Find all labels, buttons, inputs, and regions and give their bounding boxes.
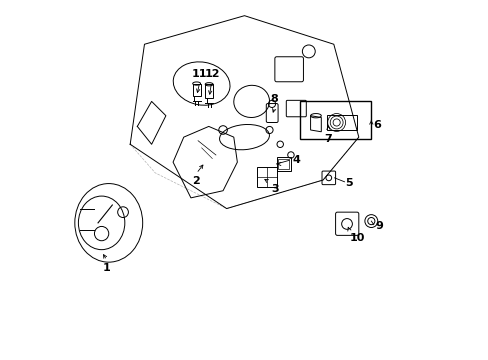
- Text: 6: 6: [372, 120, 380, 130]
- Text: 4: 4: [292, 156, 300, 165]
- Bar: [192, 84, 200, 96]
- Text: 12: 12: [204, 69, 220, 79]
- Bar: [326, 115, 356, 130]
- Text: 2: 2: [192, 176, 200, 186]
- Text: 5: 5: [345, 178, 352, 188]
- Text: 9: 9: [374, 221, 382, 231]
- Bar: [276, 157, 290, 171]
- Bar: [278, 158, 288, 169]
- Bar: [257, 167, 276, 187]
- Text: 7: 7: [324, 134, 332, 144]
- Text: 10: 10: [349, 233, 365, 243]
- Bar: [299, 102, 370, 139]
- Text: 3: 3: [271, 184, 278, 194]
- Text: 1: 1: [103, 263, 111, 273]
- Text: 8: 8: [270, 94, 278, 104]
- Text: 11: 11: [192, 69, 207, 79]
- Bar: [205, 84, 213, 98]
